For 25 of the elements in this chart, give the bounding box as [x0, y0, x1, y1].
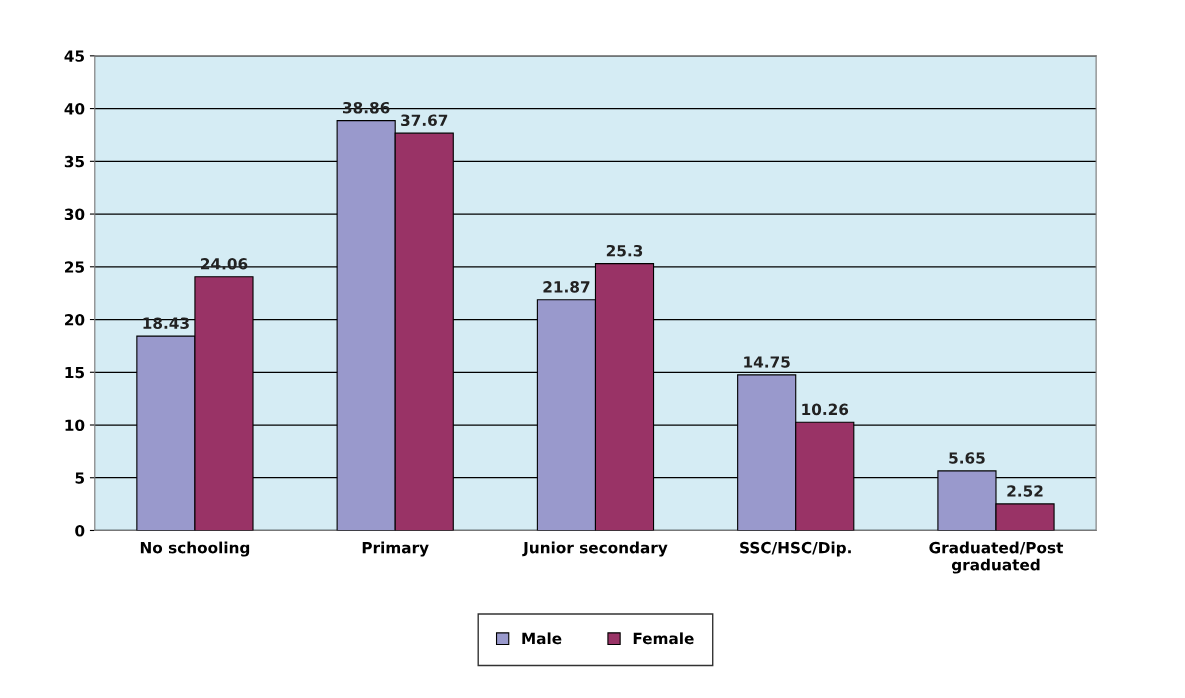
data-label: 10.26 [802, 403, 849, 416]
y-tick-label: 0 [75, 524, 85, 537]
legend-label: Female [633, 632, 694, 645]
x-tick-label: No schooling [140, 541, 250, 557]
x-tick-label: Primary [362, 541, 429, 557]
x-tick-label: Junior secondary [522, 541, 668, 557]
data-label: 2.52 [1007, 485, 1043, 497]
data-label: 21.87 [543, 281, 590, 293]
y-tick-label: 40 [64, 103, 85, 115]
x-tick-label: Graduated/Post graduated [929, 541, 1064, 574]
y-tick-label: 10 [65, 419, 85, 432]
y-tick-label: 25 [65, 261, 85, 273]
data-label: 25.3 [606, 244, 643, 257]
y-tick-label: 45 [64, 50, 85, 62]
data-label: 18.43 [143, 317, 189, 329]
y-tick-label: 20 [65, 313, 85, 326]
legend-label: Male [522, 632, 562, 645]
data-label: 5.65 [949, 452, 985, 464]
x-tick-label: SSC/HSC/Dip. [740, 541, 851, 557]
data-label: 37.67 [401, 114, 448, 127]
y-tick-label: 30 [64, 208, 85, 221]
y-tick-label: 5 [75, 472, 85, 484]
y-tick-label: 15 [65, 366, 85, 379]
y-tick-label: 35 [64, 155, 85, 168]
data-label: 14.75 [744, 356, 790, 368]
